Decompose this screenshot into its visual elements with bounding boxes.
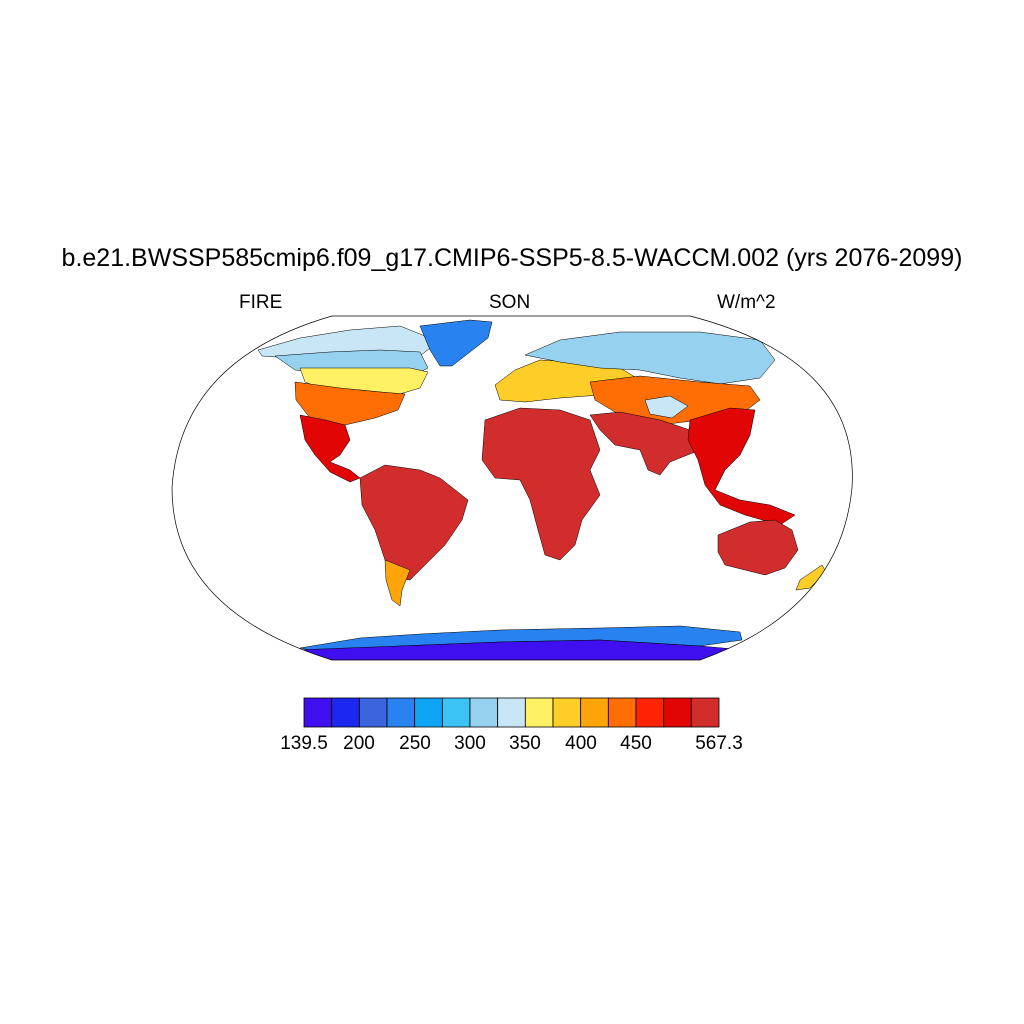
colorbar-box <box>552 697 582 728</box>
colorbar-tick-label: 567.3 <box>695 733 743 754</box>
variable-label: FIRE <box>239 292 283 313</box>
colorbar-tick-label: 200 <box>343 733 375 754</box>
colorbar-box <box>635 697 665 728</box>
colorbar-box <box>386 697 416 728</box>
region-patagonia <box>384 559 411 607</box>
colorbar-tick-label: 450 <box>620 733 652 754</box>
colorbar-box <box>690 697 720 728</box>
colorbar-box <box>358 697 388 728</box>
colorbar-tick-label: 300 <box>454 733 486 754</box>
colorbar-tick-label: 400 <box>565 733 597 754</box>
colorbar-box <box>580 697 609 728</box>
map-outline <box>171 315 853 661</box>
colorbar-box <box>524 697 554 728</box>
colorbar-tick-label: 350 <box>509 733 541 754</box>
colorbar-tick-label: 139.5 <box>280 733 328 754</box>
region-siberia <box>524 331 776 385</box>
colorbar-box <box>441 697 471 728</box>
colorbar-box <box>663 697 692 728</box>
region-mexico <box>299 414 361 483</box>
colorbar-tick-label: 250 <box>399 733 431 754</box>
plot-title: b.e21.BWSSP585cmip6.f09_g17.CMIP6-SSP5-8… <box>61 244 963 272</box>
colorbar-box <box>607 697 637 728</box>
region-africa <box>481 407 601 561</box>
region-australia <box>717 519 799 576</box>
colorbar-box <box>303 697 333 728</box>
region-south-america <box>359 464 469 581</box>
region-tibet <box>644 395 689 419</box>
colorbar-box <box>331 697 360 728</box>
season-label: SON <box>489 292 531 313</box>
units-label: W/m^2 <box>717 292 776 313</box>
colorbar-box <box>497 697 526 728</box>
region-antarctica <box>289 639 746 660</box>
colorbar-box <box>414 697 443 728</box>
region-greenland <box>419 319 493 367</box>
region-southeast-asia <box>687 407 796 526</box>
region-usa-south <box>294 381 406 426</box>
colorbar-box <box>469 697 499 728</box>
region-south-asia <box>589 411 701 476</box>
